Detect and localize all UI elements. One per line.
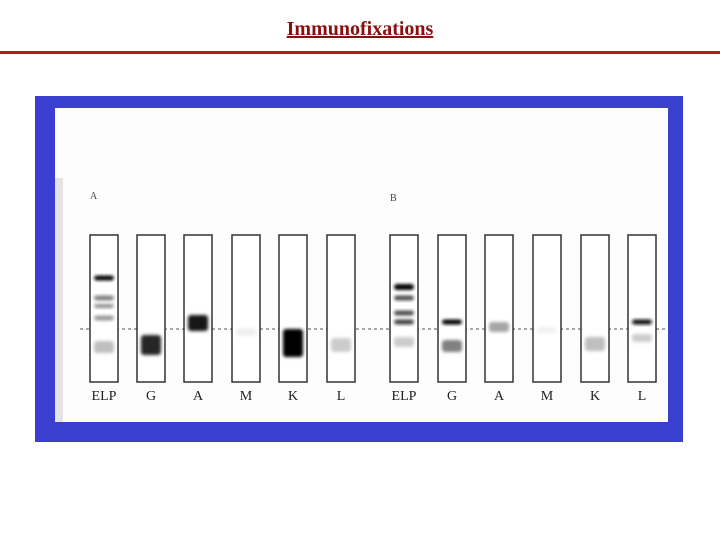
- band: [632, 334, 652, 342]
- gel-strip: [389, 234, 419, 383]
- band: [94, 341, 114, 353]
- band: [394, 310, 414, 316]
- panel-label: B: [390, 193, 397, 204]
- gel-strip: [326, 234, 356, 383]
- band: [141, 335, 161, 355]
- band: [188, 315, 208, 331]
- image-edge: [55, 178, 63, 422]
- gel-strip: [136, 234, 166, 383]
- slide-title: Immunofixations: [286, 18, 434, 40]
- band: [537, 327, 557, 333]
- band: [331, 338, 351, 352]
- title-rule: [0, 51, 720, 54]
- band: [236, 328, 256, 336]
- panel-label: A: [90, 191, 98, 202]
- lane-label: K: [288, 389, 298, 404]
- band: [585, 337, 605, 351]
- gel-strip: [484, 234, 514, 383]
- lane-label: A: [494, 389, 505, 404]
- band: [442, 340, 462, 352]
- lane-label: G: [146, 389, 156, 404]
- band: [632, 319, 652, 325]
- band: [394, 284, 414, 290]
- band: [283, 329, 303, 357]
- band: [489, 322, 509, 332]
- gel-strip: [437, 234, 467, 383]
- band: [394, 337, 414, 347]
- gel-strip: [532, 234, 562, 383]
- gel-strip: [183, 234, 213, 383]
- band: [442, 319, 462, 325]
- gel-strip: [231, 234, 261, 383]
- band: [394, 319, 414, 325]
- lane-label: A: [193, 389, 204, 404]
- lane-label: L: [337, 389, 346, 404]
- lane-label: M: [240, 389, 253, 404]
- gel-strip: [580, 234, 610, 383]
- lane-label: L: [638, 389, 647, 404]
- lane-label: M: [541, 389, 554, 404]
- gel-strip: [89, 234, 119, 383]
- gel-strip: [627, 234, 657, 383]
- lane-label: ELP: [92, 389, 117, 404]
- gel-panels: A ELP G A M K L B ELP G A M K L: [89, 191, 657, 404]
- band: [94, 295, 114, 301]
- lane-label: G: [447, 389, 457, 404]
- band: [94, 315, 114, 321]
- lane-label: K: [590, 389, 600, 404]
- band: [94, 304, 114, 308]
- gel-strip: [278, 234, 308, 383]
- band: [94, 275, 114, 281]
- band: [394, 295, 414, 301]
- lane-label: ELP: [392, 389, 417, 404]
